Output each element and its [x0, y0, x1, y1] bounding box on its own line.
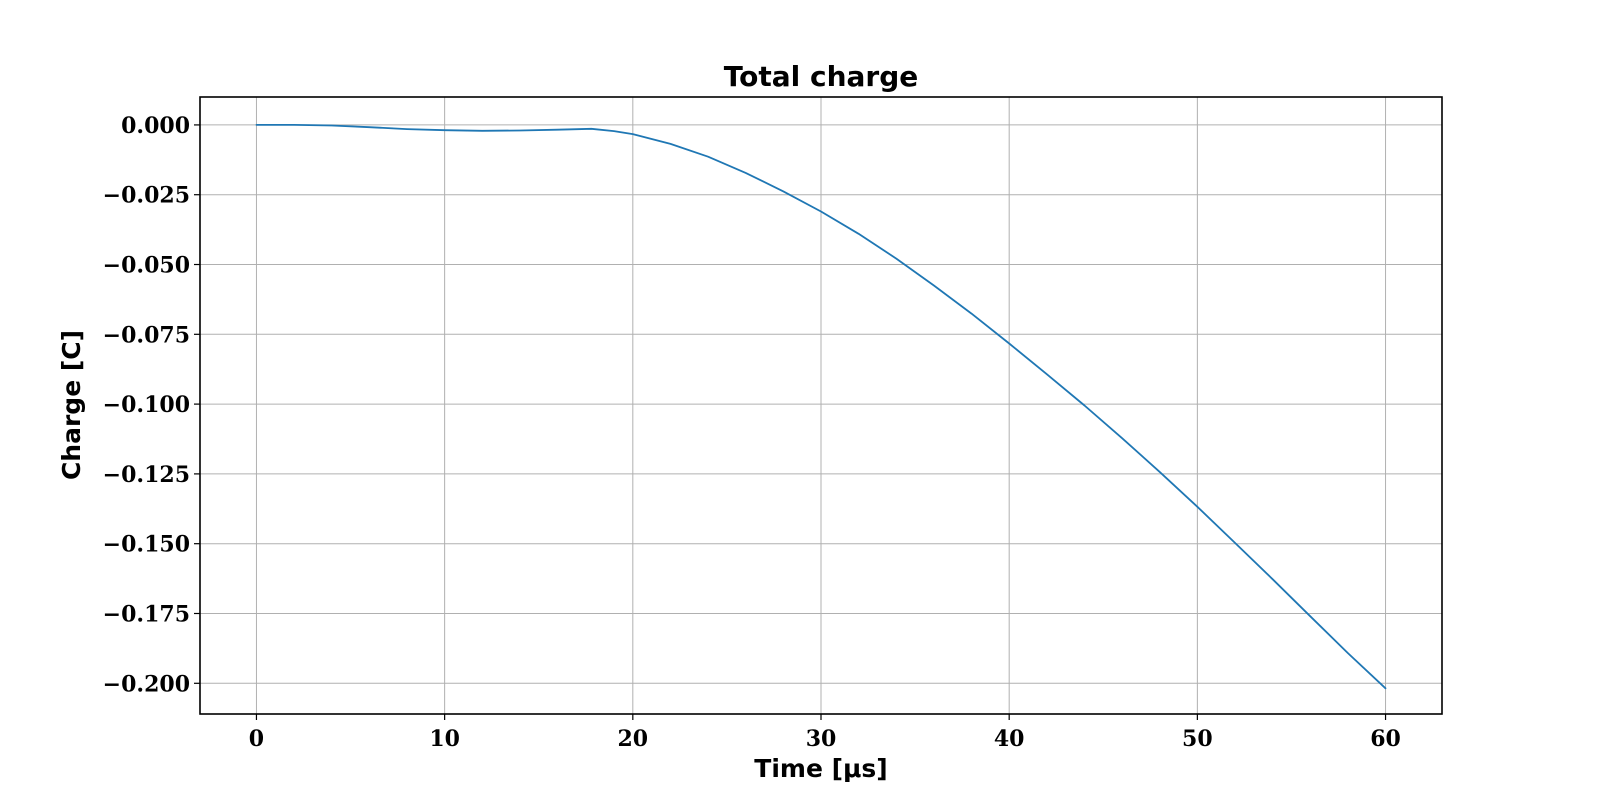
x-tick-label: 10 — [429, 726, 460, 752]
x-tick-label: 30 — [806, 726, 837, 752]
y-tick-label: −0.125 — [103, 462, 190, 488]
y-tick-label: −0.100 — [103, 392, 190, 418]
y-axis-label: Charge [C] — [57, 330, 86, 480]
y-tick-label: −0.200 — [103, 671, 190, 697]
x-tick-label: 20 — [618, 726, 649, 752]
grid — [200, 97, 1442, 714]
chart-title: Total charge — [724, 60, 919, 93]
y-tick-label: −0.175 — [103, 601, 190, 627]
y-tick-label: −0.025 — [103, 183, 190, 209]
ticks: 0 10 20 30 40 50 60 0.000 −0.025 −0.050 −0.075 −0.1… — [103, 113, 1401, 752]
series-layer — [255, 124, 1387, 690]
x-tick-label: 60 — [1370, 726, 1401, 752]
y-tick-label: −0.050 — [103, 253, 190, 279]
y-tick-label: −0.150 — [103, 532, 190, 558]
x-tick-label: 50 — [1182, 726, 1213, 752]
x-tick-label: 0 — [249, 726, 264, 752]
x-tick-label: 40 — [994, 726, 1025, 752]
series-line — [255, 124, 1387, 690]
x-axis-label: Time [μs] — [754, 754, 887, 783]
y-tick-label: −0.075 — [103, 322, 190, 348]
y-tick-label: 0.000 — [121, 113, 190, 139]
